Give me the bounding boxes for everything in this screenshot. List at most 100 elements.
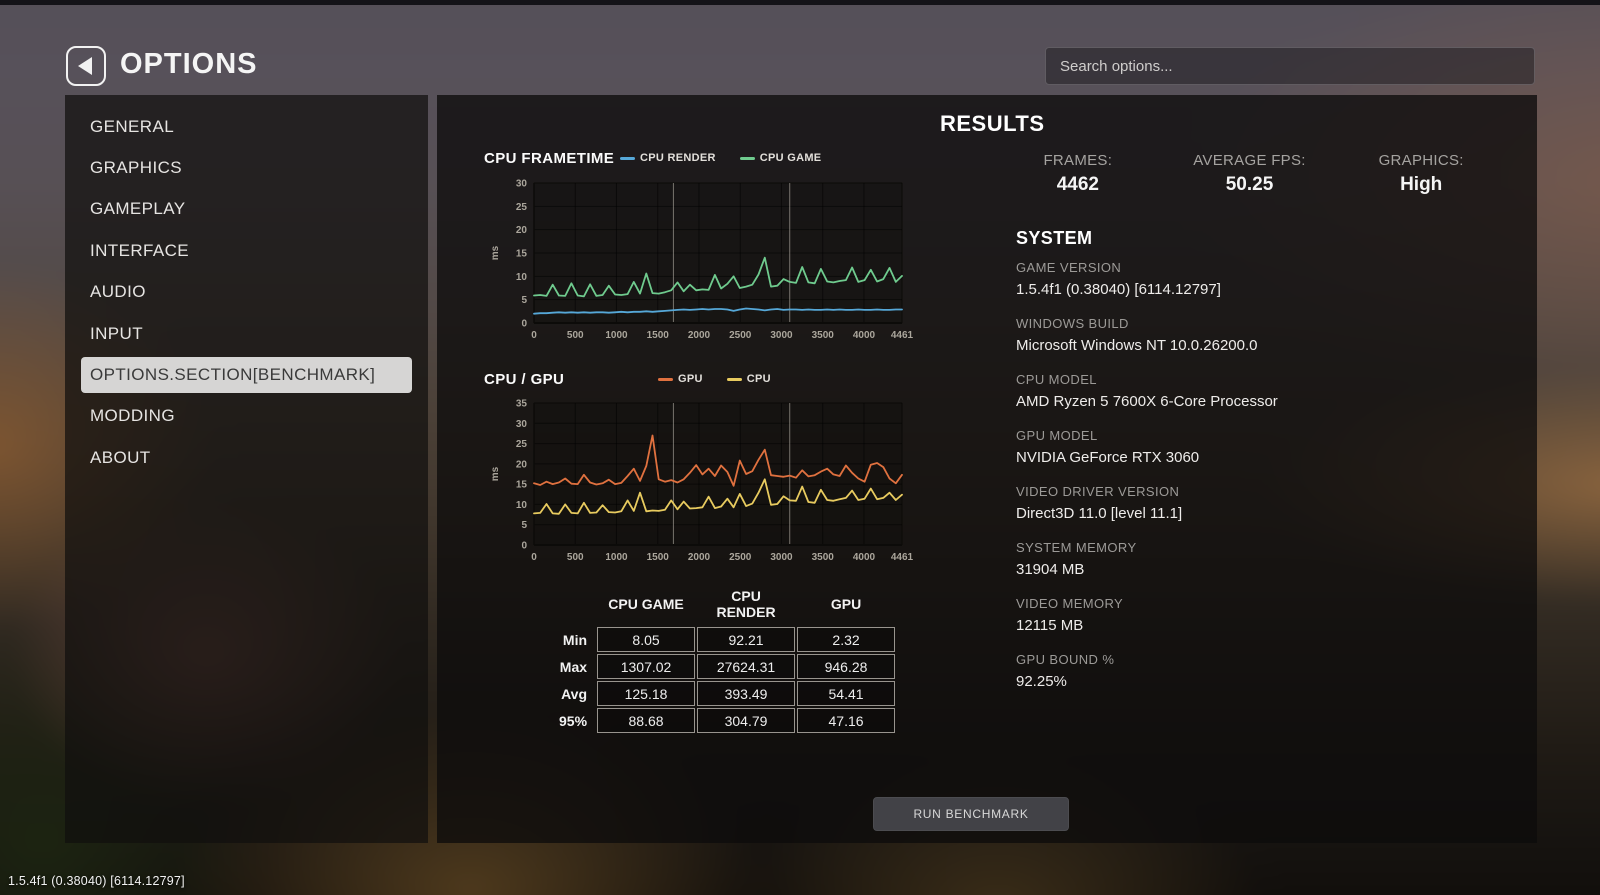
page-title: OPTIONS (120, 48, 258, 80)
svg-text:10: 10 (516, 272, 528, 283)
svg-text:20: 20 (516, 225, 528, 236)
avg-gpu-cell: 54.41 (797, 681, 896, 706)
p95-cpu-render-cell: 304.79 (697, 708, 796, 733)
sidebar: GENERAL GRAPHICS GAMEPLAY INTERFACE AUDI… (65, 95, 428, 843)
max-cpu-game-cell: 1307.02 (597, 654, 696, 679)
sidebar-item-gameplay[interactable]: GAMEPLAY (90, 199, 186, 219)
legend-gpu: GPU (658, 373, 703, 385)
system-memory-field: SYSTEM MEMORY 31904 MB (1016, 539, 1486, 580)
stats-header-spacer (559, 586, 595, 625)
svg-text:2500: 2500 (729, 552, 752, 563)
video-driver-label: VIDEO DRIVER VERSION (1016, 484, 1180, 499)
svg-text:25: 25 (516, 439, 528, 450)
svg-text:2000: 2000 (688, 552, 711, 563)
stats-table-header-row: CPU GAME CPU RENDER GPU (559, 586, 895, 625)
video-memory-field: VIDEO MEMORY 12115 MB (1016, 595, 1486, 636)
cpu-render-line-swatch (620, 156, 635, 160)
cpu-model-field: CPU MODEL AMD Ryzen 5 7600X 6-Core Proce… (1016, 371, 1486, 412)
sidebar-item-audio[interactable]: AUDIO (90, 282, 146, 302)
svg-text:1000: 1000 (605, 552, 628, 563)
cpu-model-value: AMD Ryzen 5 7600X 6-Core Processor (1016, 393, 1278, 410)
run-benchmark-button[interactable]: RUN BENCHMARK (873, 797, 1069, 831)
windows-build-label: WINDOWS BUILD (1016, 316, 1129, 331)
sidebar-item-general[interactable]: GENERAL (90, 116, 175, 136)
sidebar-item-about[interactable]: ABOUT (90, 447, 151, 467)
graphics-stat: GRAPHICS: High (1335, 152, 1507, 196)
graphics-value: High (1400, 174, 1443, 195)
gpu-bound-field: GPU BOUND % 92.25% (1016, 651, 1486, 692)
stats-header-cpu-render: CPU RENDER (716, 588, 776, 620)
gpu-line-swatch (658, 377, 673, 381)
windows-build-value: Microsoft Windows NT 10.0.26200.0 (1016, 337, 1258, 354)
cpu-frametime-chart-title: CPU FRAMETIME (484, 149, 615, 167)
svg-text:4461: 4461 (891, 552, 914, 563)
p95-cpu-game-cell: 88.68 (597, 708, 696, 733)
back-button[interactable] (66, 46, 106, 86)
svg-text:0: 0 (521, 541, 527, 552)
video-driver-value: Direct3D 11.0 [level 11.1] (1016, 505, 1183, 522)
svg-text:10: 10 (516, 500, 528, 511)
svg-text:20: 20 (516, 459, 528, 470)
svg-text:3000: 3000 (770, 552, 793, 563)
cpu-gpu-chart: 0 5 10 15 20 25 30 35 0 500 1000 1500 2000 2500 3000 35… (490, 399, 914, 564)
svg-text:5: 5 (521, 295, 527, 306)
system-memory-value: 31904 MB (1016, 561, 1085, 578)
gpu-bound-label: GPU BOUND % (1016, 652, 1115, 667)
search-input[interactable] (1045, 47, 1535, 85)
stats-header-gpu: GPU (830, 596, 862, 612)
row-label-avg: Avg (561, 685, 588, 702)
svg-text:4000: 4000 (853, 552, 876, 563)
min-gpu-cell: 2.32 (797, 627, 896, 652)
graphics-label: GRAPHICS: (1378, 152, 1464, 169)
svg-text:3500: 3500 (812, 330, 835, 341)
video-memory-value: 12115 MB (1016, 617, 1084, 634)
legend-cpu-render: CPU RENDER (620, 152, 716, 164)
svg-text:4000: 4000 (853, 330, 876, 341)
svg-text:500: 500 (567, 552, 584, 563)
version-text: 1.5.4f1 (0.38040) [6114.12797] (8, 874, 185, 888)
system-fields: GAME VERSION 1.5.4f1 (0.38040) [6114.127… (1016, 259, 1486, 707)
svg-text:3000: 3000 (770, 330, 793, 341)
windows-build-field: WINDOWS BUILD Microsoft Windows NT 10.0.… (1016, 315, 1486, 356)
cpu-game-line-swatch (739, 156, 755, 160)
frames-value: 4462 (1056, 174, 1099, 195)
svg-text:15: 15 (516, 480, 528, 491)
top-strip (0, 0, 1600, 5)
svg-text:2500: 2500 (729, 330, 752, 341)
game-version-field: GAME VERSION 1.5.4f1 (0.38040) [6114.127… (1016, 259, 1486, 300)
svg-text:500: 500 (567, 330, 584, 341)
average-fps-label: AVERAGE FPS: (1193, 152, 1306, 169)
svg-text:35: 35 (516, 399, 528, 410)
svg-text:1000: 1000 (605, 330, 628, 341)
svg-text:0: 0 (521, 319, 527, 330)
cpu-frametime-legend: CPU RENDER CPU GAME (620, 152, 821, 164)
gpu-model-value: NVIDIA GeForce RTX 3060 (1016, 449, 1200, 466)
cpu-frametime-chart: 0 5 10 15 20 25 30 0 500 1000 1500 2000 2500 3000 3500… (490, 179, 914, 342)
cpu-model-label: CPU MODEL (1016, 372, 1097, 387)
svg-text:1500: 1500 (647, 552, 670, 563)
benchmark-panel: CPU FRAMETIME CPU RENDER CPU GAME 0 5 10 15… (437, 95, 1537, 843)
svg-text:25: 25 (516, 202, 528, 213)
sidebar-item-input[interactable]: INPUT (90, 323, 143, 343)
sidebar-item-graphics[interactable]: GRAPHICS (90, 158, 182, 178)
cpu-line-swatch (726, 377, 742, 381)
row-label-95pct: 95% (559, 712, 588, 729)
min-cpu-render-cell: 92.21 (697, 627, 796, 652)
sidebar-item-modding[interactable]: MODDING (90, 406, 175, 426)
svg-text:3500: 3500 (812, 552, 835, 563)
average-fps-stat: AVERAGE FPS: 50.25 (1164, 152, 1336, 196)
svg-text:1500: 1500 (647, 330, 670, 341)
row-label-min: Min (562, 631, 588, 648)
svg-text:ms: ms (490, 245, 501, 260)
sidebar-item-benchmark[interactable]: OPTIONS.SECTION[BENCHMARK] (81, 357, 412, 394)
svg-text:4461: 4461 (891, 330, 914, 341)
game-version-value: 1.5.4f1 (0.38040) [6114.12797] (1016, 281, 1221, 298)
cpu-gpu-chart-title: CPU / GPU (484, 370, 565, 388)
legend-cpu-game: CPU GAME (739, 152, 822, 164)
sidebar-item-interface[interactable]: INTERFACE (90, 240, 190, 260)
cpu-gpu-chart-header: CPU / GPU GPU CPU (484, 368, 914, 390)
svg-text:ms: ms (490, 466, 501, 481)
gpu-model-field: GPU MODEL NVIDIA GeForce RTX 3060 (1016, 427, 1486, 468)
svg-text:0: 0 (531, 330, 537, 341)
